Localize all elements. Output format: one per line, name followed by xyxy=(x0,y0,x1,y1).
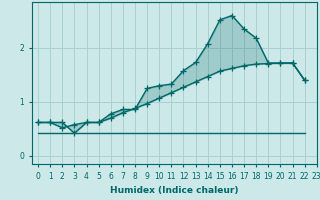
X-axis label: Humidex (Indice chaleur): Humidex (Indice chaleur) xyxy=(110,186,239,195)
